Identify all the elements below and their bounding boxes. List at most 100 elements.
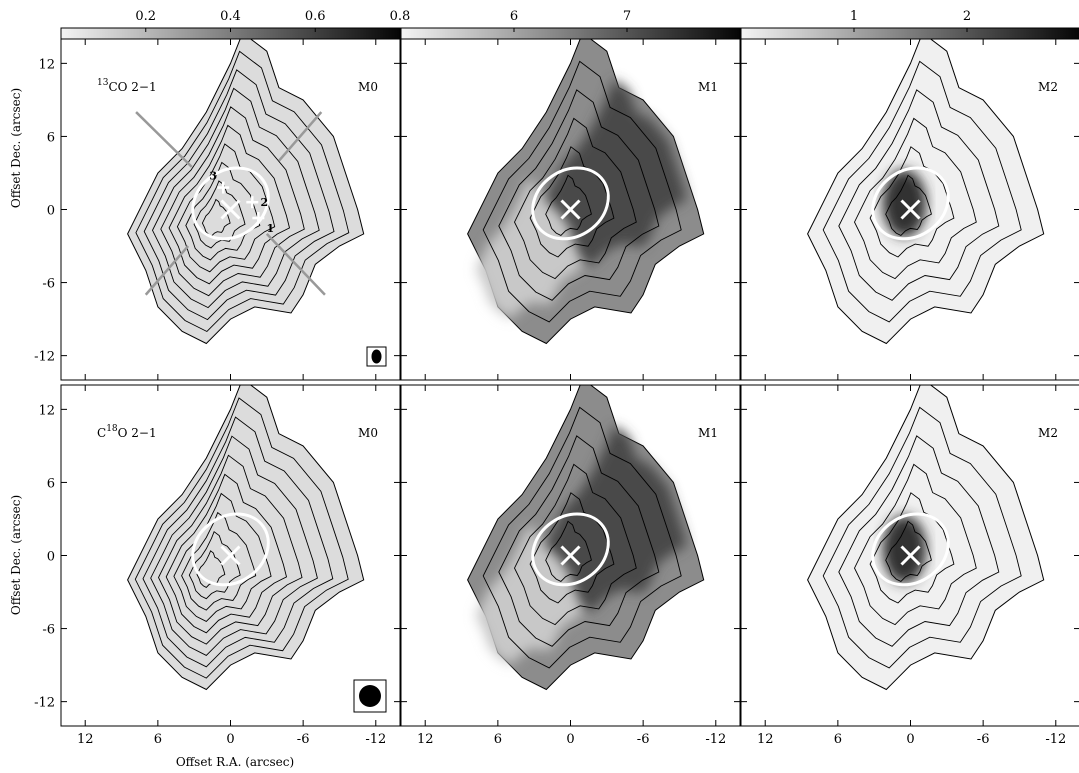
source-marker-label: 1 bbox=[267, 222, 275, 235]
contour-line bbox=[482, 406, 682, 669]
contour-line bbox=[150, 435, 318, 656]
contour-line bbox=[838, 435, 1000, 647]
y-tick-label: 6 bbox=[47, 476, 55, 491]
velocity-gradient bbox=[545, 79, 687, 266]
y-axis-label-top: Offset Dec. (arcsec) bbox=[9, 88, 23, 208]
colorbar-tick-label: 1 bbox=[850, 9, 858, 24]
contour-line bbox=[142, 416, 334, 668]
contour-line bbox=[513, 463, 637, 626]
center-cross bbox=[560, 545, 581, 566]
contour-line bbox=[869, 146, 955, 258]
y-tick-label: 0 bbox=[47, 204, 55, 219]
y-tick-label: 6 bbox=[47, 130, 55, 145]
contour-line bbox=[185, 161, 261, 261]
center-cross bbox=[900, 545, 921, 566]
molecule-label: 13CO 2−1 bbox=[97, 78, 157, 94]
velocity-gradient bbox=[545, 425, 687, 612]
y-tick-label: 0 bbox=[47, 550, 55, 565]
colorbar-tick-label: 2 bbox=[963, 9, 971, 24]
velocity-gradient bbox=[475, 524, 582, 665]
ring-ellipse bbox=[191, 166, 270, 241]
x-tick-label: -6 bbox=[977, 732, 990, 747]
contour-line bbox=[885, 520, 932, 582]
contour-line bbox=[822, 406, 1022, 669]
x-tick-label: 0 bbox=[566, 732, 574, 747]
x-tick-label: -12 bbox=[1045, 732, 1066, 747]
contour-line bbox=[498, 435, 660, 647]
moment-label: M1 bbox=[698, 426, 718, 440]
emission-region bbox=[807, 385, 1045, 691]
center-cross bbox=[220, 199, 241, 220]
contour-line bbox=[838, 89, 1000, 301]
y-tick-label: -12 bbox=[34, 350, 55, 365]
x-tick-label: 6 bbox=[154, 732, 162, 747]
panel-row2-m0: 12 6 0 -6 -12 12 6 0 -6 -12 M0 C18O 2−1 bbox=[34, 384, 401, 747]
contour-line bbox=[143, 69, 335, 321]
beam-ellipse bbox=[359, 685, 381, 707]
contour-line bbox=[181, 511, 257, 611]
emission-region bbox=[127, 385, 365, 691]
ring-ellipse bbox=[871, 512, 950, 587]
velocity-gradient bbox=[475, 178, 582, 319]
contour-line bbox=[545, 520, 592, 582]
contour-line bbox=[853, 117, 977, 280]
panel-row2-m2: 12 6 0 -6 -12 M2 bbox=[740, 384, 1079, 747]
x-tick-label: -12 bbox=[365, 732, 386, 747]
center-cross bbox=[560, 199, 581, 220]
moment-label: M2 bbox=[1038, 80, 1058, 94]
center-cross bbox=[220, 545, 241, 566]
x-tick-label: 6 bbox=[834, 732, 842, 747]
ring-ellipse bbox=[531, 512, 610, 587]
source-marker-label: 2 bbox=[260, 196, 268, 209]
contour-line bbox=[885, 174, 932, 236]
colorbar-tick-label: 0.2 bbox=[135, 9, 156, 24]
cut-line bbox=[144, 245, 190, 296]
contour-line bbox=[173, 492, 272, 622]
source-marker-label: 3 bbox=[209, 170, 217, 183]
colorbar-tick-label: 6 bbox=[510, 9, 518, 24]
y-tick-label: 12 bbox=[38, 57, 55, 72]
contour-line bbox=[151, 87, 320, 309]
panel-row1-m1: M1 bbox=[400, 38, 741, 381]
y-tick-label: -6 bbox=[42, 277, 55, 292]
y-tick-label: -6 bbox=[42, 623, 55, 638]
cut-line bbox=[135, 111, 193, 168]
contour-line bbox=[135, 50, 350, 333]
colorbar-2 bbox=[400, 27, 741, 40]
colorbars: 0.2 0.4 0.6 0.8 6 7 1 2 bbox=[60, 9, 1079, 40]
moment-label: M2 bbox=[1038, 426, 1058, 440]
contour-line bbox=[529, 146, 615, 258]
x-tick-label: 0 bbox=[226, 732, 234, 747]
ring-ellipse bbox=[531, 166, 610, 241]
colorbar-tick-label: 0.4 bbox=[220, 9, 241, 24]
contour-line bbox=[498, 89, 660, 301]
contour-line bbox=[853, 463, 977, 626]
center-cross bbox=[900, 199, 921, 220]
contour-line bbox=[168, 124, 291, 285]
emission-region bbox=[807, 39, 1045, 345]
contour-line bbox=[176, 143, 276, 273]
y-tick-label: -12 bbox=[34, 696, 55, 711]
moment-label: M0 bbox=[358, 426, 378, 440]
molecule-label: C18O 2−1 bbox=[97, 424, 157, 440]
colorbar-3 bbox=[740, 27, 1079, 40]
panel-row1-m2: M2 bbox=[740, 38, 1079, 381]
contour-line bbox=[134, 397, 349, 679]
contour-line bbox=[822, 60, 1022, 323]
x-tick-label: 0 bbox=[906, 732, 914, 747]
x-tick-label: -6 bbox=[297, 732, 310, 747]
contour-line bbox=[165, 473, 288, 634]
panel-row2-m1: 12 6 0 -6 -12 M1 bbox=[400, 384, 741, 747]
x-tick-label: 12 bbox=[77, 732, 94, 747]
y-axis-label-bottom: Offset Dec. (arcsec) bbox=[9, 495, 23, 615]
colorbar-tick-label: 0.8 bbox=[390, 9, 411, 24]
moment-label: M1 bbox=[698, 80, 718, 94]
x-axis-label: Offset R.A. (arcsec) bbox=[176, 755, 294, 769]
x-tick-label: -6 bbox=[637, 732, 650, 747]
colorbar-tick-label: 7 bbox=[623, 9, 631, 24]
x-tick-label: 12 bbox=[417, 732, 434, 747]
cut-line bbox=[265, 232, 326, 296]
contour-line bbox=[529, 492, 615, 604]
